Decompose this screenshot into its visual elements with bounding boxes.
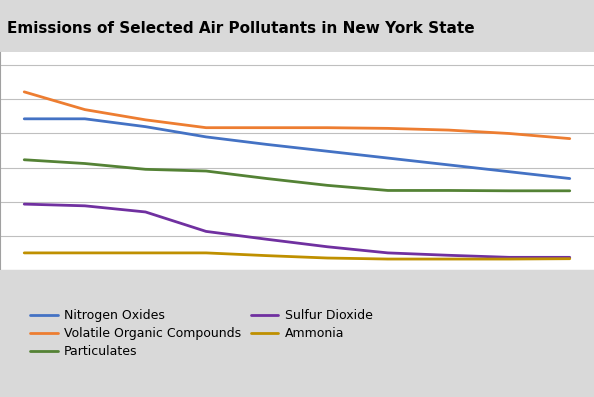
Ammonia bbox=[203, 251, 210, 255]
Line: Nitrogen Oxides: Nitrogen Oxides bbox=[24, 119, 570, 179]
Volatile Organic Compounds bbox=[81, 107, 89, 112]
Sulfur Dioxide bbox=[21, 202, 28, 206]
Particulates bbox=[203, 169, 210, 173]
Nitrogen Oxides bbox=[505, 169, 513, 174]
Ammonia bbox=[445, 257, 452, 262]
Sulfur Dioxide bbox=[445, 253, 452, 258]
Line: Volatile Organic Compounds: Volatile Organic Compounds bbox=[24, 92, 570, 139]
Ammonia bbox=[324, 256, 331, 260]
Sulfur Dioxide bbox=[203, 229, 210, 234]
Nitrogen Oxides bbox=[21, 116, 28, 121]
Volatile Organic Compounds bbox=[566, 136, 573, 141]
Sulfur Dioxide bbox=[384, 251, 391, 255]
Volatile Organic Compounds bbox=[324, 125, 331, 130]
Particulates bbox=[324, 183, 331, 188]
Nitrogen Oxides bbox=[445, 162, 452, 167]
Sulfur Dioxide bbox=[81, 203, 89, 208]
Particulates bbox=[81, 161, 89, 166]
Sulfur Dioxide bbox=[566, 255, 573, 260]
Ammonia bbox=[81, 251, 89, 255]
Sulfur Dioxide bbox=[142, 210, 149, 214]
Volatile Organic Compounds bbox=[21, 89, 28, 94]
Line: Particulates: Particulates bbox=[24, 160, 570, 191]
Volatile Organic Compounds bbox=[505, 131, 513, 136]
Text: Emissions of Selected Air Pollutants in New York State: Emissions of Selected Air Pollutants in … bbox=[7, 21, 475, 36]
Particulates bbox=[505, 189, 513, 193]
Volatile Organic Compounds bbox=[142, 118, 149, 122]
Ammonia bbox=[142, 251, 149, 255]
Nitrogen Oxides bbox=[142, 124, 149, 129]
Nitrogen Oxides bbox=[203, 135, 210, 139]
Sulfur Dioxide bbox=[263, 237, 270, 242]
Line: Ammonia: Ammonia bbox=[24, 253, 570, 259]
Particulates bbox=[142, 167, 149, 172]
Volatile Organic Compounds bbox=[445, 128, 452, 133]
Nitrogen Oxides bbox=[384, 156, 391, 160]
Volatile Organic Compounds bbox=[203, 125, 210, 130]
Particulates bbox=[21, 157, 28, 162]
Particulates bbox=[384, 188, 391, 193]
Ammonia bbox=[566, 256, 573, 261]
Ammonia bbox=[21, 251, 28, 255]
Volatile Organic Compounds bbox=[263, 125, 270, 130]
Nitrogen Oxides bbox=[263, 142, 270, 147]
Sulfur Dioxide bbox=[505, 255, 513, 260]
Line: Sulfur Dioxide: Sulfur Dioxide bbox=[24, 204, 570, 257]
Legend: Nitrogen Oxides, Volatile Organic Compounds, Particulates, Sulfur Dioxide, Ammon: Nitrogen Oxides, Volatile Organic Compou… bbox=[30, 309, 372, 358]
Particulates bbox=[263, 176, 270, 181]
Nitrogen Oxides bbox=[324, 149, 331, 154]
Ammonia bbox=[505, 257, 513, 262]
Particulates bbox=[566, 189, 573, 193]
Ammonia bbox=[263, 253, 270, 258]
Volatile Organic Compounds bbox=[384, 126, 391, 131]
Ammonia bbox=[384, 257, 391, 262]
Nitrogen Oxides bbox=[566, 176, 573, 181]
Sulfur Dioxide bbox=[324, 245, 331, 249]
Nitrogen Oxides bbox=[81, 116, 89, 121]
Particulates bbox=[445, 188, 452, 193]
